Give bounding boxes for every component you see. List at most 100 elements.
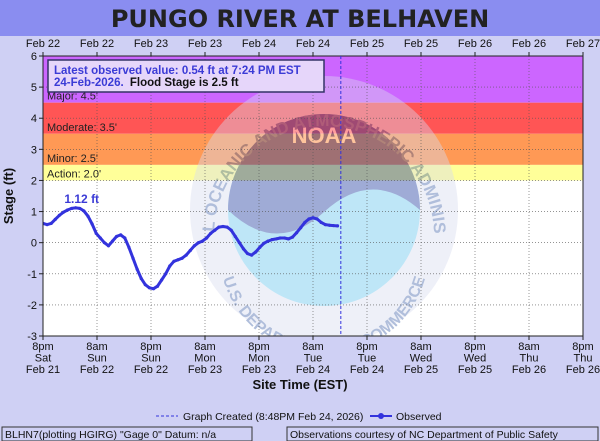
x-tick-label: Sun — [141, 353, 161, 365]
observed-point — [102, 241, 106, 245]
latest-value-text: Latest observed value: 0.54 ft at 7:24 P… — [54, 65, 301, 77]
observed-point — [53, 217, 57, 221]
x-tick-label: Mon — [248, 353, 269, 365]
observed-point — [311, 216, 315, 220]
x-top-tick-label: Feb 26 — [458, 38, 492, 50]
observed-point — [323, 223, 327, 227]
x-tick-label: Feb 23 — [242, 364, 276, 376]
observed-point — [303, 220, 307, 225]
observed-point — [282, 236, 286, 240]
x-tick-label: Tue — [358, 353, 377, 365]
flood-category-labels: Major: 4.5' Moderate: 3.5' Minor: 2.5' Acti… — [47, 91, 117, 181]
observed-point — [286, 237, 291, 241]
observed-point — [258, 245, 262, 249]
x-tick-label: Feb 26 — [512, 364, 546, 376]
y-tick-label: 1 — [31, 207, 37, 219]
observed-point — [90, 222, 94, 226]
flood-band-label: Action: 2.0' — [47, 168, 101, 180]
observed-point — [315, 217, 319, 221]
observed-point — [98, 236, 102, 240]
x-top-tick-label: Feb 22 — [80, 38, 114, 50]
observed-point — [188, 248, 192, 253]
legend-observed-label: Observed — [396, 411, 442, 423]
observed-series — [43, 206, 340, 291]
latest-value-box: Latest observed value: 0.54 ft at 7:24 P… — [47, 59, 325, 93]
observed-point — [172, 259, 176, 263]
observed-point — [139, 276, 143, 281]
x-tick-label: Tue — [304, 353, 323, 365]
x-axis-title: Site Time (EST) — [252, 377, 347, 392]
latest-value-date: 24-Feb-2026. — [54, 77, 124, 89]
x-tick-label: Feb 22 — [134, 364, 168, 376]
observed-point — [74, 206, 78, 210]
x-tick-label: Feb 21 — [26, 364, 60, 376]
observed-point — [135, 267, 139, 271]
flood-band-label: Moderate: 3.5' — [47, 122, 117, 134]
observed-point — [49, 221, 53, 225]
observed-point — [131, 256, 135, 260]
observed-point — [270, 237, 274, 242]
observed-point — [262, 241, 266, 245]
footer-datum: BLHN7(plotting HGIRG) "Gage 0" Datum: n/… — [5, 429, 216, 441]
x-top-tick-label: Feb 23 — [188, 38, 222, 50]
legend-observed-marker — [378, 413, 384, 419]
x-tick-label: 8am — [518, 341, 539, 353]
observed-point — [245, 251, 250, 256]
x-tick-label: Feb 24 — [350, 364, 384, 376]
x-tick-label: 8am — [86, 341, 107, 353]
legend: Graph Created (8:48PM Feb 24, 2026) Obse… — [156, 411, 442, 423]
x-tick-label: Feb 25 — [458, 364, 492, 376]
observed-point — [70, 206, 74, 211]
observed-point — [205, 236, 209, 240]
flood-band-label: Minor: 2.5' — [47, 153, 98, 165]
chart-title: PUNGO RIVER AT BELHAVEN — [111, 5, 489, 33]
x-tick-label: Feb 26 — [566, 364, 600, 376]
observed-point — [78, 206, 82, 211]
observed-point — [225, 225, 229, 229]
observed-point — [176, 258, 180, 262]
observed-point — [143, 283, 147, 287]
observed-point — [160, 278, 164, 282]
observed-point — [184, 253, 188, 257]
x-tick-label: Sat — [35, 353, 52, 365]
x-tick-label: Thu — [520, 353, 539, 365]
observed-point — [229, 228, 233, 232]
footer-credit: Observations courtesy of NC Department o… — [290, 429, 559, 441]
observed-point — [335, 224, 340, 228]
observed-point — [221, 224, 225, 229]
x-top-tick-label: Feb 26 — [512, 38, 546, 50]
x-top-tick-label: Feb 24 — [242, 38, 276, 50]
observed-point — [123, 236, 127, 240]
observed-point — [237, 241, 241, 245]
observed-point — [250, 253, 254, 257]
flood-stage-text: Flood Stage is 2.5 ft — [130, 77, 239, 89]
observed-point — [295, 231, 299, 235]
observed-point — [180, 256, 184, 260]
x-tick-label: 8am — [194, 341, 215, 353]
x-tick-label: 8pm — [140, 341, 161, 353]
observed-point — [209, 231, 213, 235]
observed-point — [147, 286, 151, 290]
y-tick-label: -1 — [27, 269, 37, 281]
y-tick-label: 4 — [31, 113, 37, 125]
observed-point — [65, 208, 70, 212]
x-tick-label: 8pm — [248, 341, 269, 353]
x-tick-label: 8am — [302, 341, 323, 353]
observed-point — [213, 228, 217, 232]
x-tick-label: Feb 22 — [80, 364, 114, 376]
observed-point — [110, 239, 115, 243]
observed-point — [299, 226, 303, 230]
observed-point — [192, 244, 196, 248]
x-tick-label: 8am — [410, 341, 431, 353]
x-tick-label: Mon — [194, 353, 215, 365]
observed-point — [233, 234, 237, 239]
observed-point — [155, 284, 160, 288]
flood-band — [43, 164, 583, 181]
x-tick-label: 8pm — [32, 341, 53, 353]
x-tick-label: Feb 24 — [296, 364, 330, 376]
observed-point — [115, 234, 119, 239]
x-top-tick-label: Feb 25 — [350, 38, 384, 50]
